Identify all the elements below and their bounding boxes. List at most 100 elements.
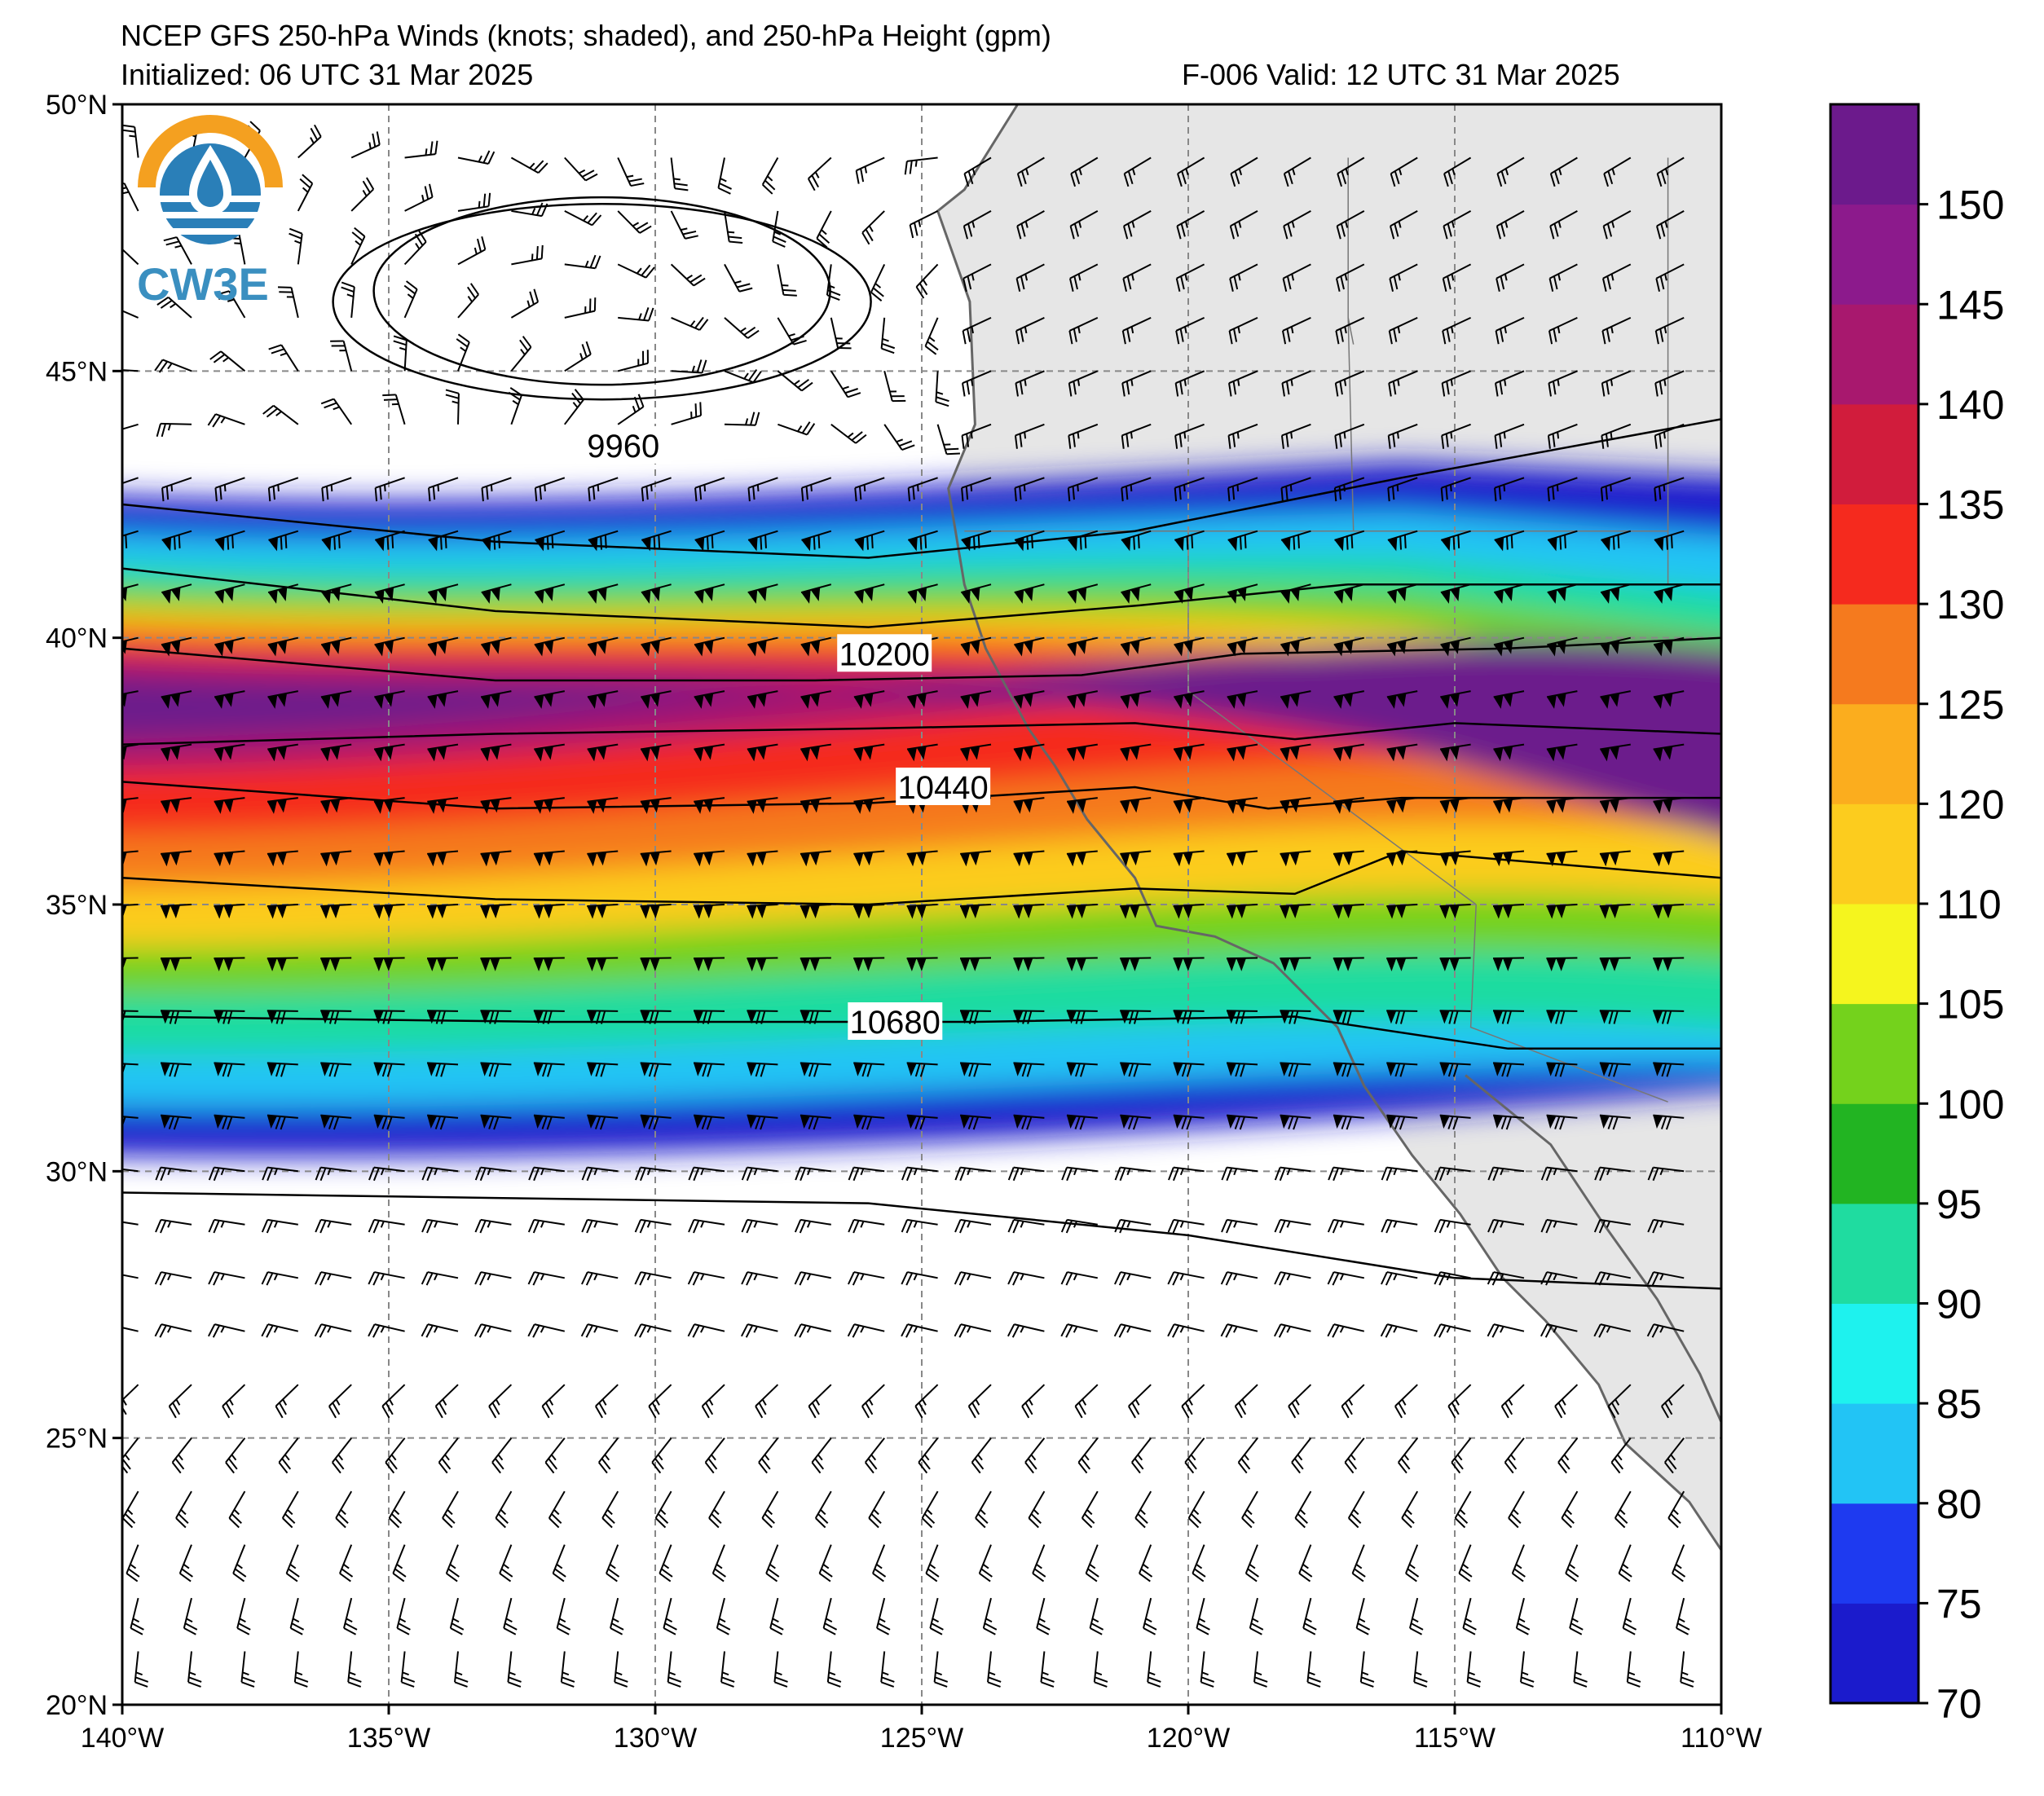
wind-barb [1602,210,1632,240]
wind-barb [1442,263,1472,292]
wind-barb [1495,370,1525,397]
wind-barb [1654,530,1685,552]
wind-barb [634,1323,672,1338]
wind-barb [1067,743,1098,762]
wind-barb [267,797,298,814]
height-contour [122,722,1721,746]
wind-barb [1492,957,1525,972]
wind-barb [320,743,352,762]
wind-barb [747,477,778,502]
wind-barb [907,477,938,502]
wind-barb [1347,1490,1365,1529]
wind-barb [403,280,418,319]
wind-barb [168,1384,192,1419]
wind-barb [275,1384,299,1419]
wind-barb [761,157,779,195]
wind-barb [285,1544,300,1583]
wind-barb [870,263,886,302]
wind-barb [160,957,192,972]
contour-label-text: 10200 [839,636,930,672]
wind-barb [1127,1384,1152,1419]
wind-barb [1139,1544,1153,1583]
wind-barb [1653,1062,1685,1077]
wind-barb [1547,477,1578,502]
wind-barb [373,850,405,867]
wind-barb [1667,1490,1685,1529]
wind-barb [1341,1384,1365,1419]
wind-barb [761,1490,779,1529]
wind-barb [1599,1114,1631,1130]
wind-barb [987,1651,1002,1688]
contour-label-bg [896,767,991,805]
wind-barb [328,1384,352,1419]
wind-barb [214,904,245,919]
wind-barb [457,150,496,165]
wind-barb [1653,743,1685,762]
wind-barb [724,210,743,244]
wind-barb [1280,423,1311,449]
wind-barb [855,156,885,184]
wind-barb [921,1490,939,1529]
colorbar-segment [1830,604,1918,705]
wind-barb [741,1166,778,1182]
wind-barb [1196,1597,1210,1635]
wind-barb [960,690,992,709]
wind-barb [1546,743,1578,762]
wind-barb [457,236,487,266]
wind-barb [1220,1271,1258,1286]
wind-barb [587,743,619,762]
wind-barb [208,1271,245,1286]
wind-barb [267,904,298,919]
colorbar-segment [1830,204,1918,305]
wind-barb [175,1490,192,1529]
wind-barb [1221,1218,1258,1234]
wind-barb [1440,636,1471,657]
wind-barb [1187,1490,1205,1529]
wind-barb [511,244,544,266]
wind-barb [694,1114,725,1130]
wind-barb [1061,1166,1098,1182]
wind-barb [704,1437,725,1474]
wind-barb [335,1490,353,1529]
height-contour [122,1015,1721,1050]
wind-barb [320,636,352,657]
wind-barb [1134,1490,1152,1529]
wind-barb [1557,1437,1579,1474]
wind-barb [594,1384,619,1419]
wind-barb [480,743,512,762]
wind-barb [533,850,565,867]
wind-barb [178,1544,193,1583]
wind-barb [207,1323,245,1338]
wind-barb [816,210,832,249]
wind-barb [1654,583,1685,604]
wind-barb [747,797,778,814]
wind-barb [724,263,753,293]
colorbar-tick-label: 80 [1936,1481,1982,1527]
wind-barb [339,1544,354,1583]
wind-barb [1359,1651,1375,1688]
wind-barb [421,1271,459,1286]
wind-barb [581,1271,619,1286]
wind-barb [747,1062,778,1077]
wind-barb [918,1437,939,1474]
wind-barb [1294,1490,1312,1529]
colorbar-tick-label: 145 [1936,282,2004,328]
wind-barb [747,583,778,604]
colorbar-segment [1830,104,1918,205]
wind-barb [1599,850,1631,867]
wind-barb [1653,904,1685,919]
wind-barb [1014,423,1045,449]
wind-barb [1174,370,1205,397]
wind-barb [1066,957,1098,972]
wind-barb [268,530,299,552]
wind-barb [1013,904,1045,919]
wind-barb [1593,1323,1632,1338]
wind-barb [906,957,938,972]
wind-barb [214,797,245,814]
wind-barb [187,1651,202,1688]
wind-barb [404,183,434,212]
wind-barb [480,1062,512,1077]
contour-label-bg [837,634,932,672]
wind-barb [374,477,405,502]
wind-barb [1173,904,1205,919]
